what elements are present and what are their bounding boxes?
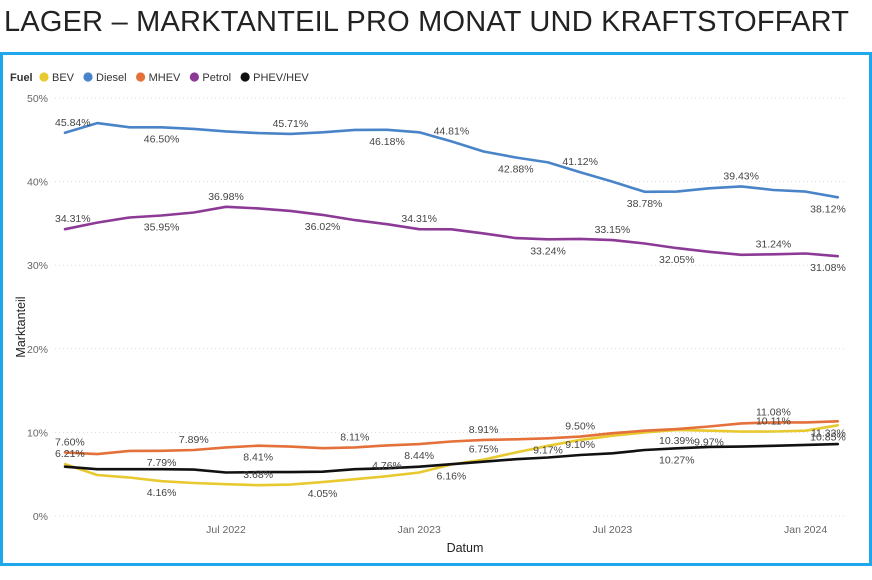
data-label-bev: 4.76% xyxy=(372,460,402,472)
series-line-mhev xyxy=(63,419,840,456)
data-label-bev: 9.97% xyxy=(694,437,724,449)
data-label-petrol: 34.31% xyxy=(55,213,91,225)
data-label-phev-hev: 9.10% xyxy=(565,439,595,451)
data-label-mhev: 11.08% xyxy=(756,406,791,418)
x-axis-title: Datum xyxy=(447,541,484,555)
data-label-petrol: 32.05% xyxy=(659,254,695,266)
legend-marker-petrol xyxy=(189,72,199,82)
x-tick-label: Jan 2023 xyxy=(398,524,441,536)
data-label-diesel: 45.84% xyxy=(55,117,91,129)
y-tick-label: 50% xyxy=(27,93,48,105)
data-label-mhev: 8.91% xyxy=(469,424,499,436)
data-label-mhev: 8.41% xyxy=(243,452,273,464)
data-label-bev: 4.05% xyxy=(308,488,338,500)
x-tick-label: Jul 2023 xyxy=(593,524,633,536)
data-label-bev: 6.75% xyxy=(469,444,499,456)
data-label-phev-hev: 10.27% xyxy=(659,454,695,466)
gridlines xyxy=(55,97,845,517)
y-tick-label: 20% xyxy=(27,344,48,356)
line-chart: Fuel BEV Diesel MHEV Petrol PHEV/HEV 0% 10% 20… xyxy=(10,72,846,555)
data-labels: 6.21% 4.16% 3.68% 4.05% 4.76% 6.16% 6.75% 9.97%… xyxy=(55,117,846,500)
y-tick-label: 40% xyxy=(27,177,48,189)
data-label-bev: 4.16% xyxy=(147,487,177,499)
page-title: LAGER – MARKTANTEIL PRO MONAT UND KRAFTS… xyxy=(4,6,850,38)
legend-label-diesel: Diesel xyxy=(96,72,127,84)
data-label-diesel: 46.50% xyxy=(144,133,180,145)
data-label-petrol: 34.31% xyxy=(401,213,437,225)
legend-marker-phev-hev xyxy=(240,72,250,82)
data-label-petrol: 33.15% xyxy=(595,224,631,236)
legend-label-mhev: MHEV xyxy=(149,72,181,84)
series-line-phev-hev xyxy=(63,442,840,474)
legend: Fuel BEV Diesel MHEV Petrol PHEV/HEV xyxy=(10,72,309,84)
data-label-mhev: 9.17% xyxy=(533,444,563,456)
series-line-diesel xyxy=(63,121,840,199)
data-label-diesel: 41.12% xyxy=(562,156,598,168)
data-label-petrol: 31.08% xyxy=(810,262,846,274)
data-label-diesel: 45.71% xyxy=(273,118,309,130)
legend-label-petrol: Petrol xyxy=(202,72,231,84)
y-tick-label: 30% xyxy=(27,260,48,272)
data-label-diesel: 42.88% xyxy=(498,164,534,176)
data-label-mhev: 9.50% xyxy=(565,421,595,433)
data-label-mhev: 8.44% xyxy=(404,450,434,462)
legend-marker-mhev xyxy=(135,72,146,82)
x-axis-ticks: Jul 2022 Jan 2023 Jul 2023 Jan 2024 xyxy=(206,524,827,536)
y-tick-label: 10% xyxy=(27,427,48,439)
data-label-petrol: 36.02% xyxy=(305,221,341,233)
chart-frame: Fuel BEV Diesel MHEV Petrol PHEV/HEV 0% 10% 20… xyxy=(0,52,872,566)
data-label-mhev: 11.33% xyxy=(811,427,846,439)
data-label-bev: 6.21% xyxy=(55,448,85,460)
data-label-bev: 3.68% xyxy=(243,469,273,481)
legend-label-bev: BEV xyxy=(52,72,75,84)
x-tick-label: Jan 2024 xyxy=(784,524,827,536)
x-tick-label: Jul 2022 xyxy=(206,524,246,536)
data-label-mhev: 8.11% xyxy=(340,431,369,443)
data-label-mhev: 10.39% xyxy=(659,435,695,447)
series-line-petrol xyxy=(63,205,840,258)
data-label-petrol: 36.98% xyxy=(208,191,244,203)
legend-label-phev-hev: PHEV/HEV xyxy=(253,72,309,84)
legend-title: Fuel xyxy=(10,72,33,84)
data-label-diesel: 39.43% xyxy=(723,170,759,182)
data-label-diesel: 38.78% xyxy=(627,198,663,210)
data-label-mhev: 7.89% xyxy=(179,434,209,446)
data-label-bev: 10.85% xyxy=(810,431,846,443)
data-label-mhev: 7.60% xyxy=(55,436,85,448)
legend-marker-bev xyxy=(39,72,49,82)
data-label-petrol: 35.95% xyxy=(144,221,180,233)
data-label-diesel: 38.12% xyxy=(810,203,846,215)
data-label-diesel: 44.81% xyxy=(434,125,470,137)
y-axis-title: Marktanteil xyxy=(14,296,28,357)
y-axis-ticks: 0% 10% 20% 30% 40% 50% xyxy=(27,93,48,523)
data-label-bev: 10.11% xyxy=(756,415,791,427)
series-lines xyxy=(63,121,840,487)
data-label-petrol: 33.24% xyxy=(530,245,566,257)
data-label-petrol: 31.24% xyxy=(756,238,792,250)
data-label-diesel: 46.18% xyxy=(369,136,405,148)
legend-marker-diesel xyxy=(83,72,93,82)
data-label-bev: 6.16% xyxy=(437,471,467,483)
data-label-mhev: 7.79% xyxy=(147,457,177,469)
y-tick-label: 0% xyxy=(33,511,48,523)
